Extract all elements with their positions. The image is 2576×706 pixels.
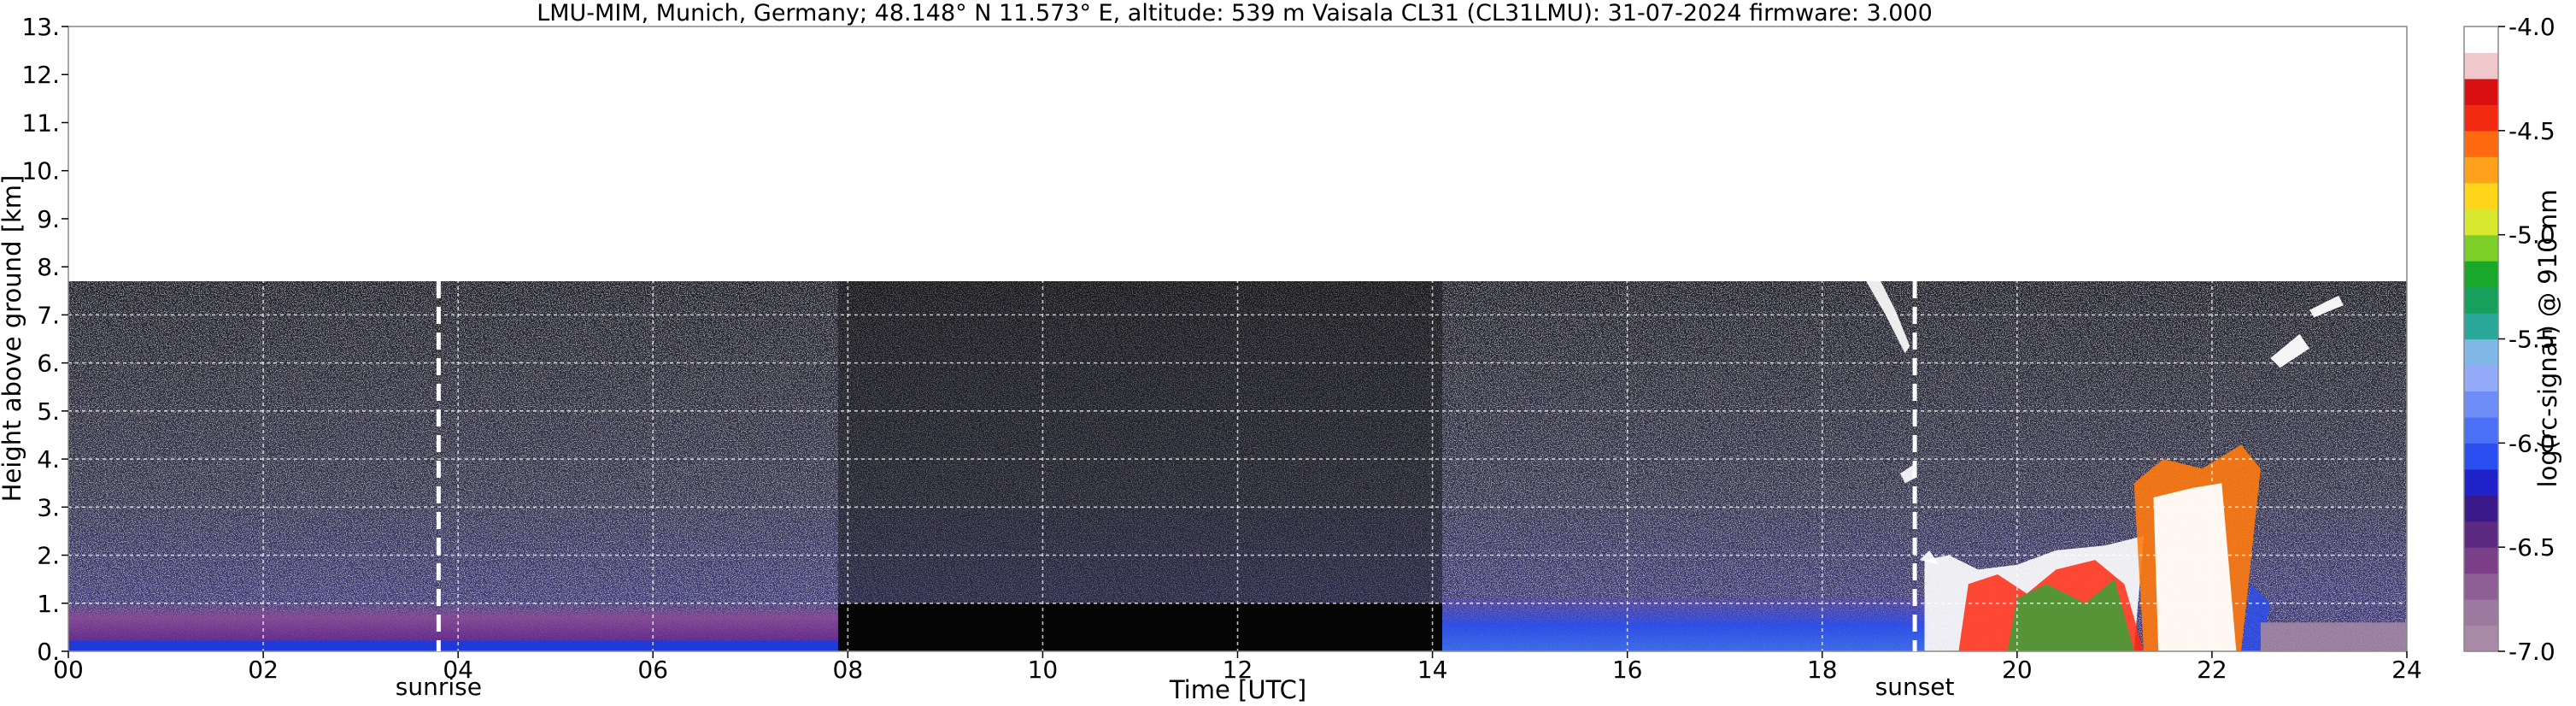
colorbar-segment (2464, 547, 2498, 574)
colorbar-segment (2464, 364, 2498, 392)
colorbar-segment (2464, 443, 2498, 470)
chart-title: LMU-MIM, Munich, Germany; 48.148° N 11.5… (537, 0, 1933, 26)
colorbar-tick-label: -4.5 (2509, 117, 2555, 145)
colorbar-tick-label: -5.5 (2509, 326, 2555, 354)
x-tick-label: 02 (248, 656, 279, 684)
y-tick-label: 13. (21, 13, 60, 41)
y-tick-label: 10. (21, 157, 60, 185)
x-tick-label: 12 (1223, 656, 1253, 684)
colorbar-segment (2464, 625, 2498, 652)
colorbar-tick-label: -5.0 (2509, 221, 2555, 250)
high-cloud-1 (2270, 333, 2309, 368)
colorbar-segment (2464, 521, 2498, 548)
cloud-patch-sunset (1899, 463, 1916, 484)
evening-cloud-green (2007, 579, 2134, 651)
colorbar-segment (2464, 234, 2498, 262)
evening-cloud-tall-core (2153, 483, 2237, 651)
colorbar-segment (2464, 261, 2498, 288)
x-tick-label: 08 (833, 656, 864, 684)
colorbar-segment (2464, 416, 2498, 444)
annotation-label: sunrise (396, 673, 482, 701)
colorbar-segment (2464, 338, 2498, 366)
annotation-label: sunset (1875, 673, 1955, 701)
x-tick-label: 10 (1028, 656, 1059, 684)
late-near-ground (2260, 622, 2407, 651)
no-signal-upper (837, 281, 1442, 603)
colorbar-segment (2464, 495, 2498, 522)
x-tick-label: 16 (1612, 656, 1643, 684)
colorbar-segment (2464, 156, 2498, 184)
colorbar-segment (2464, 313, 2498, 340)
x-axis-label: Time [UTC] (1169, 675, 1306, 704)
colorbar-segment (2464, 130, 2498, 157)
x-tick-label: 24 (2391, 656, 2422, 684)
near-ground-layer-morning (68, 640, 838, 651)
y-tick-label: 7. (37, 301, 60, 329)
boundary-layer-afternoon (1441, 598, 1930, 651)
colorbar-segment (2464, 468, 2498, 496)
colorbar-label: log(rc-signal) @ 910 nm (2533, 190, 2562, 488)
y-axis: 0. 1. 2. 3. 4. 5. 6. 7. 8. 9. 10. 11. 12. 13. (21, 13, 68, 666)
y-tick-label: 12. (21, 61, 60, 89)
x-tick-label: 22 (2197, 656, 2227, 684)
y-tick-label: 6. (37, 350, 60, 378)
colorbar-segment (2464, 391, 2498, 418)
x-tick-label: 00 (53, 656, 84, 684)
colorbar-segment (2464, 209, 2498, 236)
y-tick-label: 2. (37, 542, 60, 570)
x-tick-label: 20 (2002, 656, 2033, 684)
y-tick-label: 4. (37, 445, 60, 474)
y-axis-label: Height above ground [km] (0, 175, 26, 503)
x-tick-label: 04 (443, 656, 473, 684)
colorbar-segment (2464, 104, 2498, 132)
colorbar-segment (2464, 78, 2498, 105)
x-tick-label: 14 (1417, 656, 1448, 684)
colorbar-tick-label: -6.5 (2509, 533, 2555, 562)
y-tick-label: 11. (21, 109, 60, 137)
x-tick-label: 06 (637, 656, 668, 684)
colorbar-tick-label: -4.0 (2509, 13, 2555, 41)
falling-streak (1866, 281, 1910, 354)
colorbar-segment (2464, 182, 2498, 209)
no-signal-period (837, 603, 1442, 651)
colorbar-segment (2464, 26, 2498, 54)
colorbar-segment (2464, 286, 2498, 314)
x-axis: 00 02 04 06 08 10 12 14 16 18 20 22 24 (53, 651, 2422, 684)
colorbar-segment (2464, 52, 2498, 79)
y-tick-label: 0. (37, 638, 60, 666)
x-tick-label: 18 (1807, 656, 1838, 684)
cloud-patch-evening (1919, 550, 1939, 565)
y-tick-label: 5. (37, 397, 60, 426)
y-tick-label: 8. (37, 253, 60, 281)
high-cloud-2 (2309, 295, 2344, 318)
y-tick-label: 1. (37, 590, 60, 618)
colorbar-tick-label: -7.0 (2509, 638, 2555, 666)
colorbar: -4.0 -4.5 -5.0 -5.5 -6.0 -6.5 -7.0 (2463, 13, 2555, 666)
y-tick-label: 9. (37, 205, 60, 233)
y-tick-label: 3. (37, 493, 60, 521)
colorbar-segment (2464, 573, 2498, 600)
colorbar-segment (2464, 599, 2498, 627)
colorbar-tick-label: -6.0 (2509, 429, 2555, 457)
